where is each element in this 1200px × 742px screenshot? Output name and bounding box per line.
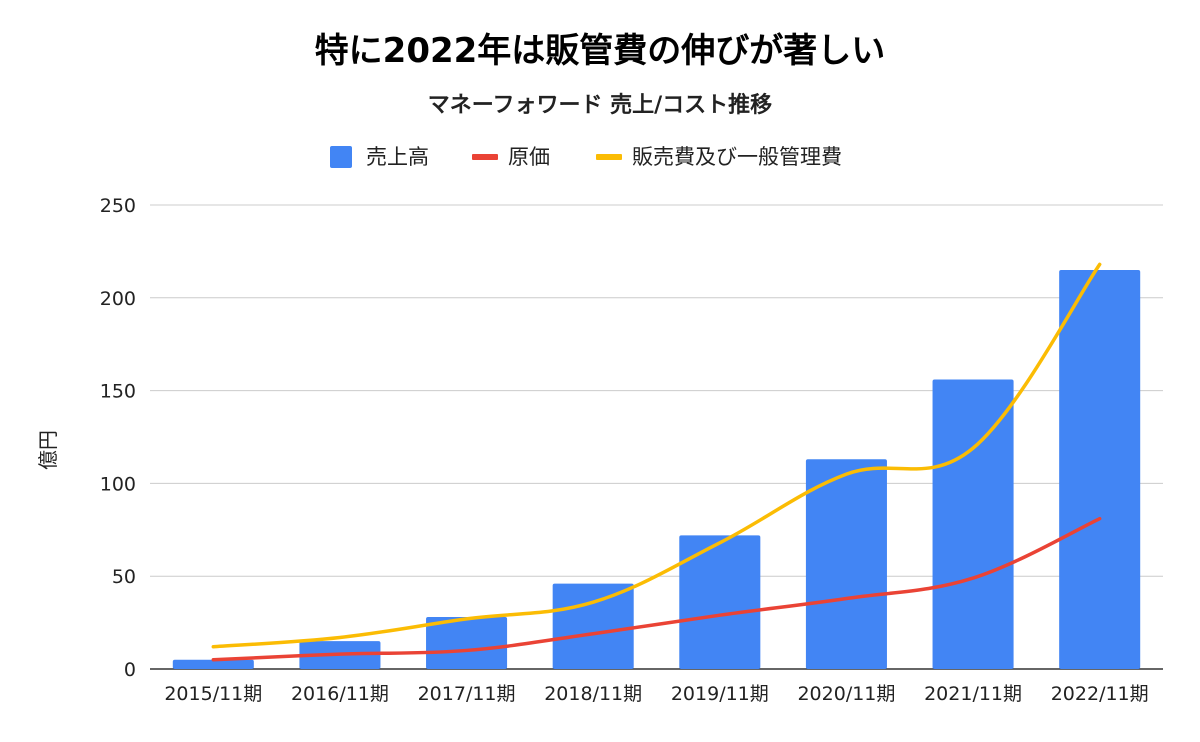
- x-tick-label: 2015/11期: [164, 683, 262, 705]
- x-tick-label: 2017/11期: [418, 683, 516, 705]
- y-tick-label: 50: [112, 566, 136, 588]
- x-tick-label: 2022/11期: [1051, 683, 1149, 705]
- legend-swatch: [596, 154, 622, 160]
- bar-series: [172, 269, 1141, 669]
- y-tick-label: 200: [100, 288, 136, 310]
- x-tick-label: 2019/11期: [671, 683, 769, 705]
- y-tick-label: 150: [100, 381, 136, 403]
- legend-label: 売上高: [366, 145, 429, 169]
- bar: [172, 659, 254, 669]
- chart-title: 特に2022年は販管費の伸びが著しい: [315, 31, 886, 71]
- y-tick-label: 100: [100, 473, 136, 495]
- bar: [1059, 269, 1141, 669]
- legend-label: 販売費及び一般管理費: [632, 145, 842, 169]
- bar: [932, 379, 1014, 669]
- y-axis-title: 億円: [36, 430, 60, 470]
- legend-swatch: [330, 146, 352, 168]
- line-series: [211, 262, 1102, 662]
- series-line: [211, 516, 1102, 662]
- bar: [426, 617, 508, 669]
- y-tick-label: 250: [100, 195, 136, 217]
- y-axis-ticks: 0 50 100 150 200 250: [100, 195, 136, 681]
- bar: [805, 459, 887, 669]
- y-tick-label: 0: [124, 659, 136, 681]
- bar: [552, 583, 634, 669]
- legend: 売上高 原価 販売費及び一般管理費: [330, 145, 842, 169]
- chart-subtitle: マネーフォワード 売上/コスト推移: [428, 92, 772, 118]
- x-tick-label: 2016/11期: [291, 683, 389, 705]
- bar: [679, 535, 761, 669]
- x-tick-label: 2020/11期: [797, 683, 895, 705]
- series-line: [211, 262, 1102, 649]
- legend-swatch: [472, 154, 498, 160]
- x-axis-ticks: 2015/11期 2016/11期 2017/11期 2018/11期 2019/11期…: [164, 683, 1148, 705]
- x-tick-label: 2018/11期: [544, 683, 642, 705]
- x-tick-label: 2021/11期: [924, 683, 1022, 705]
- legend-label: 原価: [508, 145, 550, 169]
